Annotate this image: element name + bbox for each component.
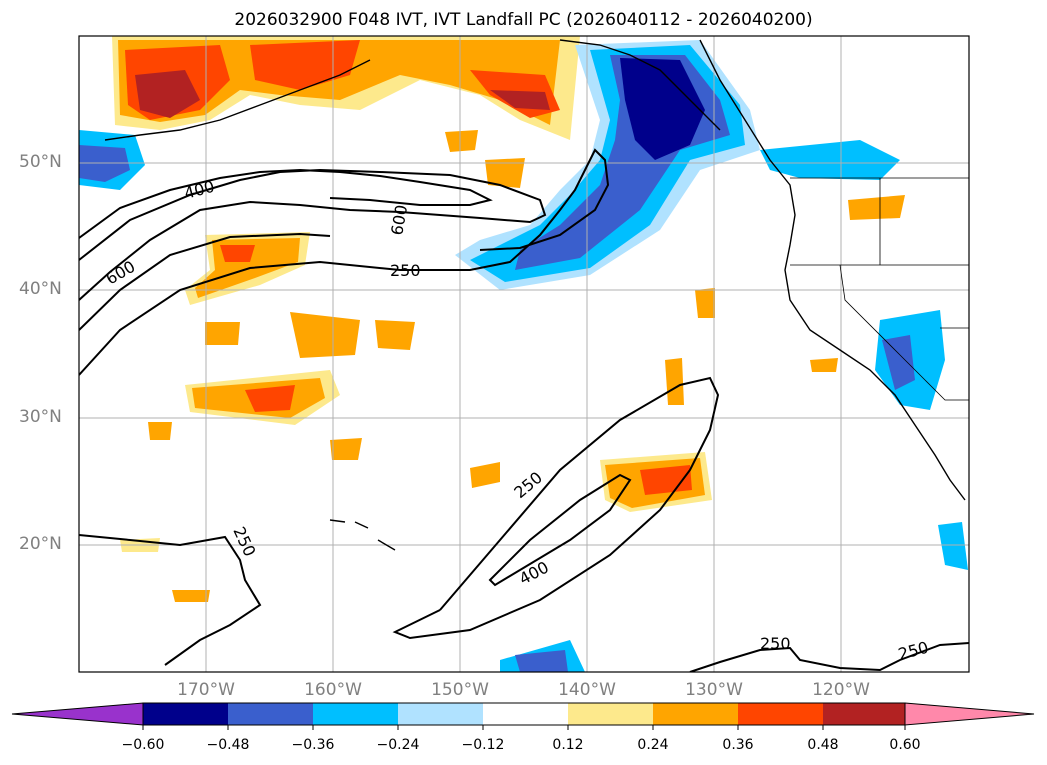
- colorbar-segment: [653, 703, 738, 725]
- colorbar-segment: [483, 703, 568, 725]
- shade-positive: [485, 158, 525, 188]
- coastline-layer: [104, 39, 969, 551]
- coastline: [699, 39, 966, 501]
- contour-250: [79, 534, 262, 666]
- shade-negative: [620, 58, 705, 160]
- colorbar-tick-label: 0.12: [552, 737, 584, 753]
- colorbar-frame: [142, 702, 906, 726]
- lon-label: 150°W: [431, 680, 489, 700]
- colorbar: [11, 702, 1035, 730]
- grid-layer: [79, 36, 969, 672]
- contour-label: 400: [516, 557, 552, 588]
- lon-label: 170°W: [177, 680, 235, 700]
- colorbar-segment: [228, 703, 313, 725]
- shade-positive: [330, 438, 362, 460]
- coastline: [104, 59, 371, 141]
- contour-400: [79, 168, 547, 301]
- shade-positive: [695, 288, 715, 318]
- plot-frame: [78, 35, 970, 673]
- state-border: [790, 177, 969, 401]
- contour-250: [689, 642, 969, 672]
- lon-label: 130°W: [685, 680, 743, 700]
- colorbar-tick-label: 0.48: [807, 737, 839, 753]
- lat-label: 30°N: [19, 407, 62, 427]
- lon-label: 140°W: [558, 680, 616, 700]
- colorbar-tick-label: 0.60: [889, 737, 921, 753]
- shade-positive: [135, 70, 200, 118]
- shade-positive: [245, 385, 295, 412]
- contour-600: [79, 168, 493, 239]
- colorbar-tick-label: −0.60: [121, 737, 165, 753]
- shade-positive: [810, 358, 838, 372]
- shade-positive: [848, 195, 905, 220]
- shade-positive: [148, 422, 172, 440]
- colorbar-min-extend: [11, 702, 144, 726]
- contour-label: 250: [229, 524, 259, 560]
- colorbar-max-extend: [904, 702, 1035, 726]
- contour-label: 250: [896, 638, 930, 664]
- contour-label: 250: [510, 468, 546, 502]
- colorbar-segment: [738, 703, 823, 725]
- shade-positive: [290, 312, 360, 358]
- colorbar-segment: [568, 703, 653, 725]
- shade-negative: [938, 522, 968, 570]
- colorbar-tick-label: −0.36: [291, 737, 335, 753]
- contour-400: [79, 232, 331, 331]
- colorbar-segment: [823, 703, 905, 725]
- contour-250: [392, 376, 720, 640]
- lon-label: 160°W: [304, 680, 362, 700]
- shade-negative: [515, 650, 568, 672]
- contour-label: 600: [387, 203, 411, 236]
- map-title: 2026032900 F048 IVT, IVT Landfall PC (20…: [234, 10, 813, 30]
- colorbar-segment: [398, 703, 483, 725]
- shade-positive: [205, 322, 240, 345]
- shade-positive: [470, 462, 500, 488]
- colorbar-segment: [313, 703, 398, 725]
- shade-positive: [445, 130, 478, 152]
- shade-positive: [220, 245, 255, 262]
- coastline: [329, 519, 396, 551]
- shade-positive: [640, 465, 692, 495]
- contour-250: [79, 148, 610, 376]
- contour-label: 250: [760, 634, 791, 653]
- contour-layer: [79, 148, 969, 672]
- shade-negative: [882, 335, 915, 390]
- shade-positive: [375, 320, 415, 350]
- colorbar-tick-label: −0.48: [206, 737, 250, 753]
- coastline: [559, 39, 721, 131]
- shade-positive: [172, 590, 210, 602]
- shade-positive: [490, 90, 550, 110]
- colorbar-tick-label: −0.12: [461, 737, 505, 753]
- lat-label: 40°N: [19, 279, 62, 299]
- lat-label: 50°N: [19, 152, 62, 172]
- shade-negative: [760, 140, 900, 180]
- contour-400: [488, 473, 632, 587]
- colorbar-tick-label: −0.24: [376, 737, 420, 753]
- colorbar-tick-label: 0.24: [637, 737, 669, 753]
- shade-positive: [665, 358, 684, 405]
- colorbar-tick-label: 0.36: [722, 737, 754, 753]
- contour-label: 250: [390, 261, 421, 280]
- contour-label: 600: [103, 257, 139, 289]
- lon-label: 120°W: [812, 680, 870, 700]
- contour-label: 400: [182, 177, 216, 203]
- colorbar-segment: [143, 703, 228, 725]
- lat-label: 20°N: [19, 534, 62, 554]
- shade-positive: [118, 40, 560, 125]
